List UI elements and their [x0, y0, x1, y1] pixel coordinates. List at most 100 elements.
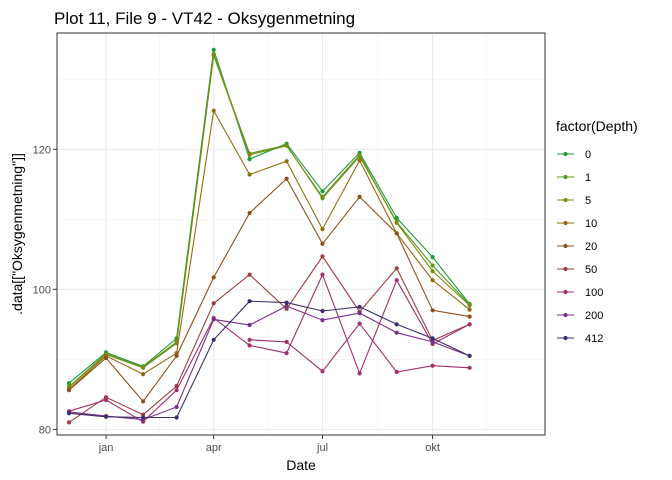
data-point — [103, 397, 109, 403]
data-point — [247, 210, 252, 216]
data-point — [211, 275, 216, 280]
y-tick-label: 100 — [33, 284, 51, 296]
series-line-10 — [68, 109, 470, 390]
series-0 — [66, 47, 472, 386]
data-point — [394, 322, 399, 327]
data-point — [467, 314, 472, 319]
data-point — [430, 308, 435, 313]
legend-item: 1 — [557, 172, 591, 184]
chart-title: Plot 11, File 9 - VT42 - Oksygenmetning — [54, 9, 355, 28]
legend-key-point — [563, 174, 568, 180]
legend-item: 412 — [557, 333, 603, 345]
data-point — [247, 322, 252, 328]
data-point — [394, 266, 399, 271]
data-point — [141, 372, 146, 377]
x-tick-label: apr — [206, 442, 222, 454]
data-point — [284, 143, 289, 148]
data-point — [211, 337, 216, 342]
series-line-5 — [68, 55, 470, 388]
data-point — [357, 321, 362, 326]
data-point — [284, 304, 289, 309]
data-point — [430, 255, 435, 260]
series-line-200 — [68, 305, 470, 421]
data-point — [430, 278, 435, 283]
data-point — [430, 339, 435, 344]
legend-item: 0 — [557, 149, 591, 161]
data-point — [394, 369, 399, 375]
legend-item: 100 — [557, 287, 603, 299]
legend-label: 20 — [585, 241, 597, 253]
data-point — [320, 318, 325, 323]
plot-panel — [56, 32, 546, 436]
grid-lines — [57, 33, 545, 435]
legend-key-point — [563, 197, 568, 203]
data-point — [394, 231, 399, 236]
data-point — [284, 176, 289, 181]
data-point — [211, 317, 216, 322]
legend-key-point — [563, 220, 568, 226]
data-point — [357, 311, 362, 316]
data-point — [357, 371, 362, 376]
legend-item: 20 — [557, 241, 597, 253]
legend-key-point — [563, 151, 568, 157]
data-point — [66, 420, 72, 425]
data-point — [66, 411, 72, 416]
data-point — [320, 308, 325, 314]
legend-title: factor(Depth) — [556, 118, 638, 134]
data-point — [141, 399, 146, 404]
data-point — [357, 194, 362, 199]
legend-key-point — [563, 312, 568, 318]
legend-label: 412 — [585, 333, 603, 345]
data-point — [394, 215, 399, 220]
data-point — [284, 339, 289, 344]
legend-item: 5 — [557, 195, 591, 207]
data-point — [284, 159, 289, 164]
data-point — [211, 47, 216, 52]
data-point — [211, 108, 216, 113]
data-point — [174, 415, 179, 420]
data-point — [66, 388, 72, 393]
legend-label: 100 — [585, 287, 603, 299]
data-point — [320, 227, 325, 232]
series-layer — [66, 47, 472, 425]
x-tick-label: okt — [425, 442, 440, 454]
data-point — [247, 272, 252, 277]
data-point — [284, 300, 289, 305]
data-point — [174, 353, 179, 358]
legend-key-point — [563, 289, 568, 295]
data-point — [430, 363, 435, 368]
data-point — [174, 404, 179, 410]
legend-key-point — [563, 266, 568, 272]
series-line-412 — [68, 300, 470, 419]
series-line-20 — [68, 177, 470, 403]
x-tick-label: jan — [98, 442, 114, 454]
data-point — [211, 301, 216, 306]
data-point — [467, 303, 472, 308]
data-point — [141, 365, 146, 370]
data-point — [320, 189, 325, 194]
data-point — [394, 278, 399, 283]
data-point — [66, 381, 72, 386]
data-point — [247, 343, 252, 348]
data-point — [247, 299, 252, 304]
data-point — [320, 241, 325, 246]
legend-key-point — [563, 243, 568, 249]
data-point — [103, 414, 109, 419]
legend-item: 50 — [557, 264, 597, 276]
x-axis-label: Date — [286, 457, 316, 473]
data-point — [247, 172, 252, 177]
legend-label: 5 — [585, 195, 591, 207]
axes: 80 100 120 jan apr jul okt — [33, 144, 440, 454]
data-point — [211, 53, 216, 58]
series-412 — [66, 299, 472, 420]
legend-item: 200 — [557, 310, 603, 322]
legend-item: 10 — [557, 218, 597, 230]
data-point — [174, 388, 179, 393]
data-point — [467, 322, 472, 327]
series-line-0 — [68, 49, 471, 384]
data-point — [247, 337, 252, 342]
data-point — [430, 336, 435, 341]
y-tick-label: 80 — [39, 424, 51, 436]
series-line-100 — [68, 273, 470, 423]
